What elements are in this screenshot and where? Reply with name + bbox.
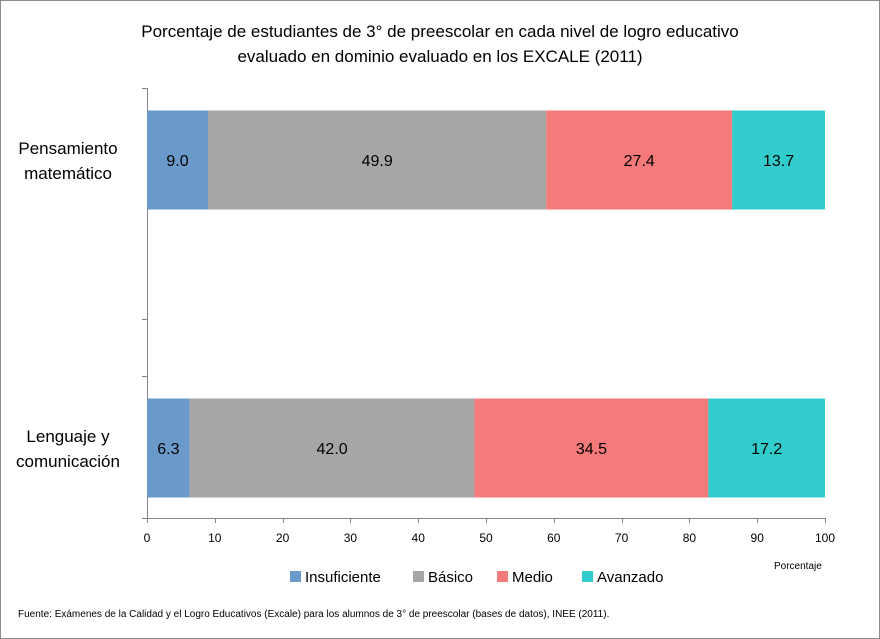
legend-swatch bbox=[497, 571, 508, 582]
data-label: 13.7 bbox=[763, 153, 794, 170]
legend-swatch bbox=[413, 571, 424, 582]
legend-swatch bbox=[582, 571, 593, 582]
data-labels: 9.0 49.9 27.4 13.7 6.3 42.0 34.5 17.2 bbox=[157, 153, 794, 458]
chart-title-line: Porcentaje de estudiantes de 3° de prees… bbox=[141, 22, 738, 41]
chart-title: Porcentaje de estudiantes de 3° de prees… bbox=[141, 22, 738, 66]
data-label: 17.2 bbox=[751, 441, 782, 458]
x-tick-label: 100 bbox=[815, 531, 835, 545]
legend-label: Básico bbox=[428, 569, 473, 586]
x-tick-label: 10 bbox=[208, 531, 222, 545]
x-axis-title: Porcentaje bbox=[774, 561, 822, 572]
legend-label: Avanzado bbox=[597, 569, 663, 586]
x-tick-label: 0 bbox=[144, 531, 151, 545]
legend-label: Medio bbox=[512, 569, 553, 586]
x-tick-label: 30 bbox=[344, 531, 358, 545]
category-label: Pensamiento bbox=[18, 139, 117, 158]
x-tick-label: 20 bbox=[276, 531, 290, 545]
x-tick-label: 50 bbox=[479, 531, 493, 545]
bar-segment bbox=[208, 110, 547, 210]
source-note: Fuente: Exámenes de la Calidad y el Logr… bbox=[18, 609, 609, 620]
category-label: matemático bbox=[24, 164, 112, 183]
bar-segment bbox=[474, 398, 709, 498]
bar-segment bbox=[147, 398, 190, 498]
bar-segment bbox=[147, 110, 209, 210]
chart-title-line: evaluado en dominio evaluado en los EXCA… bbox=[237, 47, 642, 66]
x-tick-label: 90 bbox=[751, 531, 765, 545]
category-label: comunicación bbox=[16, 452, 120, 471]
legend: Insuficiente Básico Medio Avanzado bbox=[290, 569, 663, 586]
x-tick-label: 80 bbox=[683, 531, 697, 545]
legend-swatch bbox=[290, 571, 301, 582]
data-label: 34.5 bbox=[576, 441, 607, 458]
data-label: 49.9 bbox=[362, 153, 393, 170]
bar-segment bbox=[732, 110, 825, 210]
bar-segment bbox=[189, 398, 475, 498]
data-label: 9.0 bbox=[166, 153, 188, 170]
category-label: Lenguaje y bbox=[26, 427, 110, 446]
x-tick-label: 60 bbox=[547, 531, 561, 545]
data-label: 42.0 bbox=[317, 441, 348, 458]
legend-label: Insuficiente bbox=[305, 569, 381, 586]
data-label: 27.4 bbox=[624, 153, 655, 170]
bars bbox=[147, 110, 825, 498]
data-label: 6.3 bbox=[157, 441, 179, 458]
x-tick-label: 40 bbox=[412, 531, 426, 545]
bar-segment bbox=[546, 110, 733, 210]
bar-segment bbox=[708, 398, 825, 498]
category-labels: Pensamiento matemático Lenguaje y comunicac… bbox=[16, 139, 120, 471]
x-tick-label: 70 bbox=[615, 531, 629, 545]
